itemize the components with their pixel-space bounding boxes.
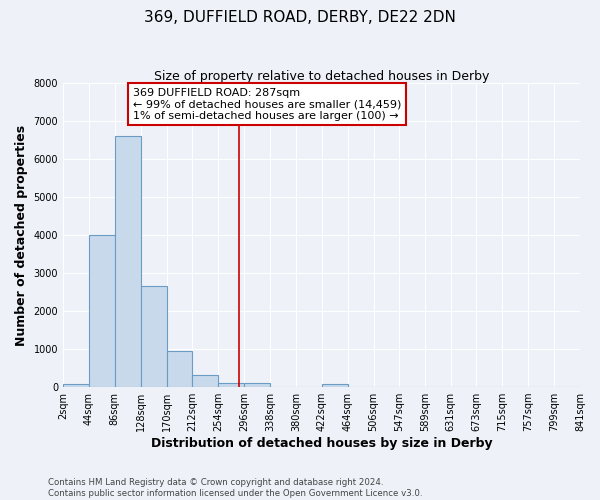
Y-axis label: Number of detached properties: Number of detached properties xyxy=(15,124,28,346)
Title: Size of property relative to detached houses in Derby: Size of property relative to detached ho… xyxy=(154,70,489,83)
Text: 369, DUFFIELD ROAD, DERBY, DE22 2DN: 369, DUFFIELD ROAD, DERBY, DE22 2DN xyxy=(144,10,456,25)
Bar xyxy=(244,384,270,387)
Bar xyxy=(63,384,89,387)
Bar xyxy=(89,235,115,387)
Text: Contains HM Land Registry data © Crown copyright and database right 2024.
Contai: Contains HM Land Registry data © Crown c… xyxy=(48,478,422,498)
Bar xyxy=(140,286,167,387)
Bar xyxy=(322,384,348,387)
Text: 369 DUFFIELD ROAD: 287sqm
← 99% of detached houses are smaller (14,459)
1% of se: 369 DUFFIELD ROAD: 287sqm ← 99% of detac… xyxy=(133,88,401,121)
Bar xyxy=(193,375,218,387)
Bar xyxy=(167,350,193,387)
Bar xyxy=(218,382,244,387)
Bar xyxy=(115,136,140,387)
X-axis label: Distribution of detached houses by size in Derby: Distribution of detached houses by size … xyxy=(151,437,493,450)
